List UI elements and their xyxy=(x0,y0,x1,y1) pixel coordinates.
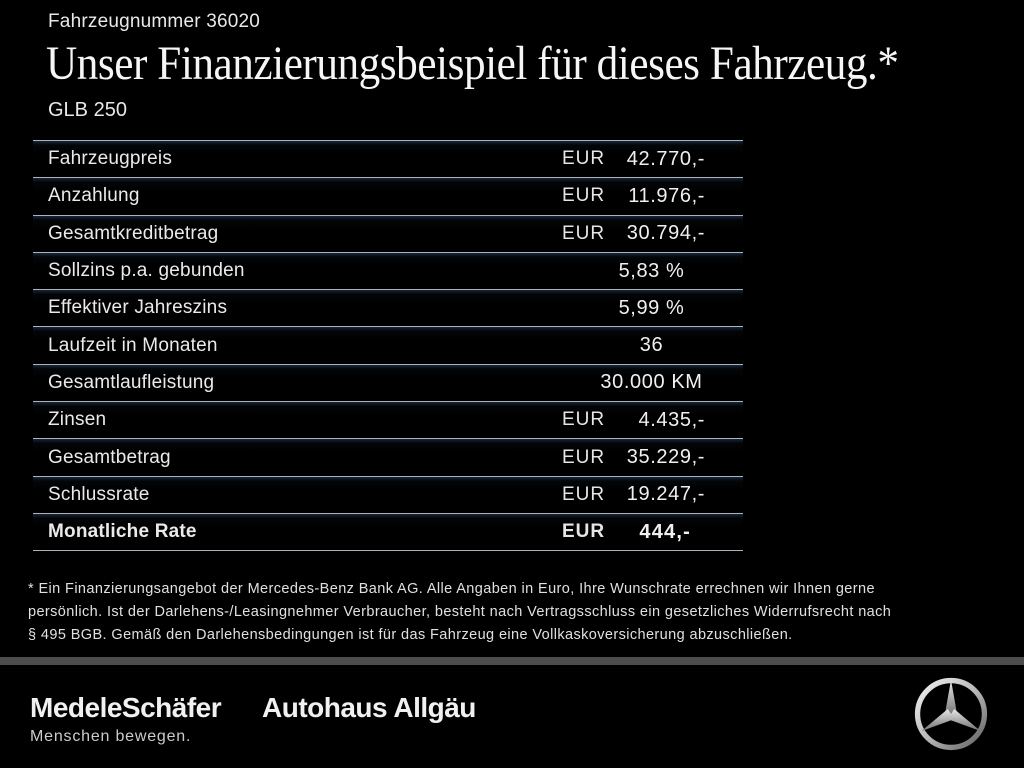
row-value: 42.770,- xyxy=(626,147,705,170)
vehicle-number: Fahrzeugnummer 36020 xyxy=(48,11,261,32)
dealer-tagline: Menschen bewegen. xyxy=(30,728,192,745)
currency-label: EUR xyxy=(562,446,606,468)
page-title: Unser Finanzierungsbeispiel für dieses F… xyxy=(46,37,899,90)
currency-label: EUR xyxy=(562,222,606,244)
mercedes-star-icon xyxy=(913,676,989,752)
footnote-line: § 495 BGB. Gemäß den Darlehensbedingunge… xyxy=(28,627,793,643)
currency-label: EUR xyxy=(562,148,606,170)
table-row: Gesamtkreditbetrag EUR 30.794,- xyxy=(33,214,743,252)
table-row-monthly-rate: Monatliche Rate EUR 444,- xyxy=(33,512,743,551)
row-label: Effektiver Jahreszins xyxy=(48,297,228,319)
legal-footnote: * Ein Finanzierungsangebot der Mercedes-… xyxy=(28,578,998,647)
table-row: Schlussrate EUR 19.247,- xyxy=(33,475,743,513)
currency-label: EUR xyxy=(562,483,606,505)
footnote-line: persönlich. Ist der Darlehens-/Leasingne… xyxy=(28,604,892,620)
finance-table: Fahrzeugpreis EUR 42.770,- Anzahlung EUR 1… xyxy=(33,140,743,552)
row-value: 35.229,- xyxy=(626,446,705,469)
row-label: Schlussrate xyxy=(48,483,150,505)
table-row: Zinsen EUR 4.435,- xyxy=(33,401,743,439)
row-value: 444,- xyxy=(639,520,691,543)
row-label: Anzahlung xyxy=(48,185,140,207)
model-label: GLB 250 xyxy=(48,99,127,121)
row-value: 11.976,- xyxy=(628,184,705,207)
table-row: Fahrzeugpreis EUR 42.770,- xyxy=(33,140,743,178)
table-row: Anzahlung EUR 11.976,- xyxy=(33,177,743,215)
table-row: Sollzins p.a. gebunden 5,83 % xyxy=(33,251,743,290)
dealer-logo-autohaus-allgaeu: Autohaus Allgäu xyxy=(262,692,476,723)
row-value: 5,83 % xyxy=(618,259,685,282)
row-label: Fahrzeugpreis xyxy=(48,148,173,170)
row-label: Gesamtlaufleistung xyxy=(48,371,215,393)
table-row: Gesamtbetrag EUR 35.229,- xyxy=(33,438,743,476)
currency-label: EUR xyxy=(562,185,606,207)
table-row: Laufzeit in Monaten 36 xyxy=(33,326,743,364)
row-value: 30.000 KM xyxy=(600,371,703,394)
footer-divider xyxy=(0,657,1024,665)
row-value: 36 xyxy=(639,334,664,357)
row-value: 30.794,- xyxy=(626,222,705,245)
table-row: Effektiver Jahreszins 5,99 % xyxy=(33,289,743,327)
row-label: Zinsen xyxy=(48,409,107,431)
row-label: Sollzins p.a. gebunden xyxy=(48,260,245,282)
footnote-line: * Ein Finanzierungsangebot der Mercedes-… xyxy=(28,581,875,597)
row-value: 5,99 % xyxy=(618,296,685,319)
dealer-logo-medele-schaefer: MedeleSchäfer Menschen bewegen. xyxy=(30,692,222,746)
row-label: Gesamtkreditbetrag xyxy=(48,222,219,244)
table-row: Gesamtlaufleistung 30.000 KM xyxy=(33,363,743,402)
row-value: 19.247,- xyxy=(626,483,705,506)
row-label: Monatliche Rate xyxy=(48,521,197,543)
row-value: 4.435,- xyxy=(638,408,705,431)
row-label: Laufzeit in Monaten xyxy=(48,334,218,356)
currency-label: EUR xyxy=(562,521,606,543)
row-label: Gesamtbetrag xyxy=(48,446,171,468)
dealer-name: MedeleSchäfer xyxy=(30,692,222,723)
currency-label: EUR xyxy=(562,409,606,431)
